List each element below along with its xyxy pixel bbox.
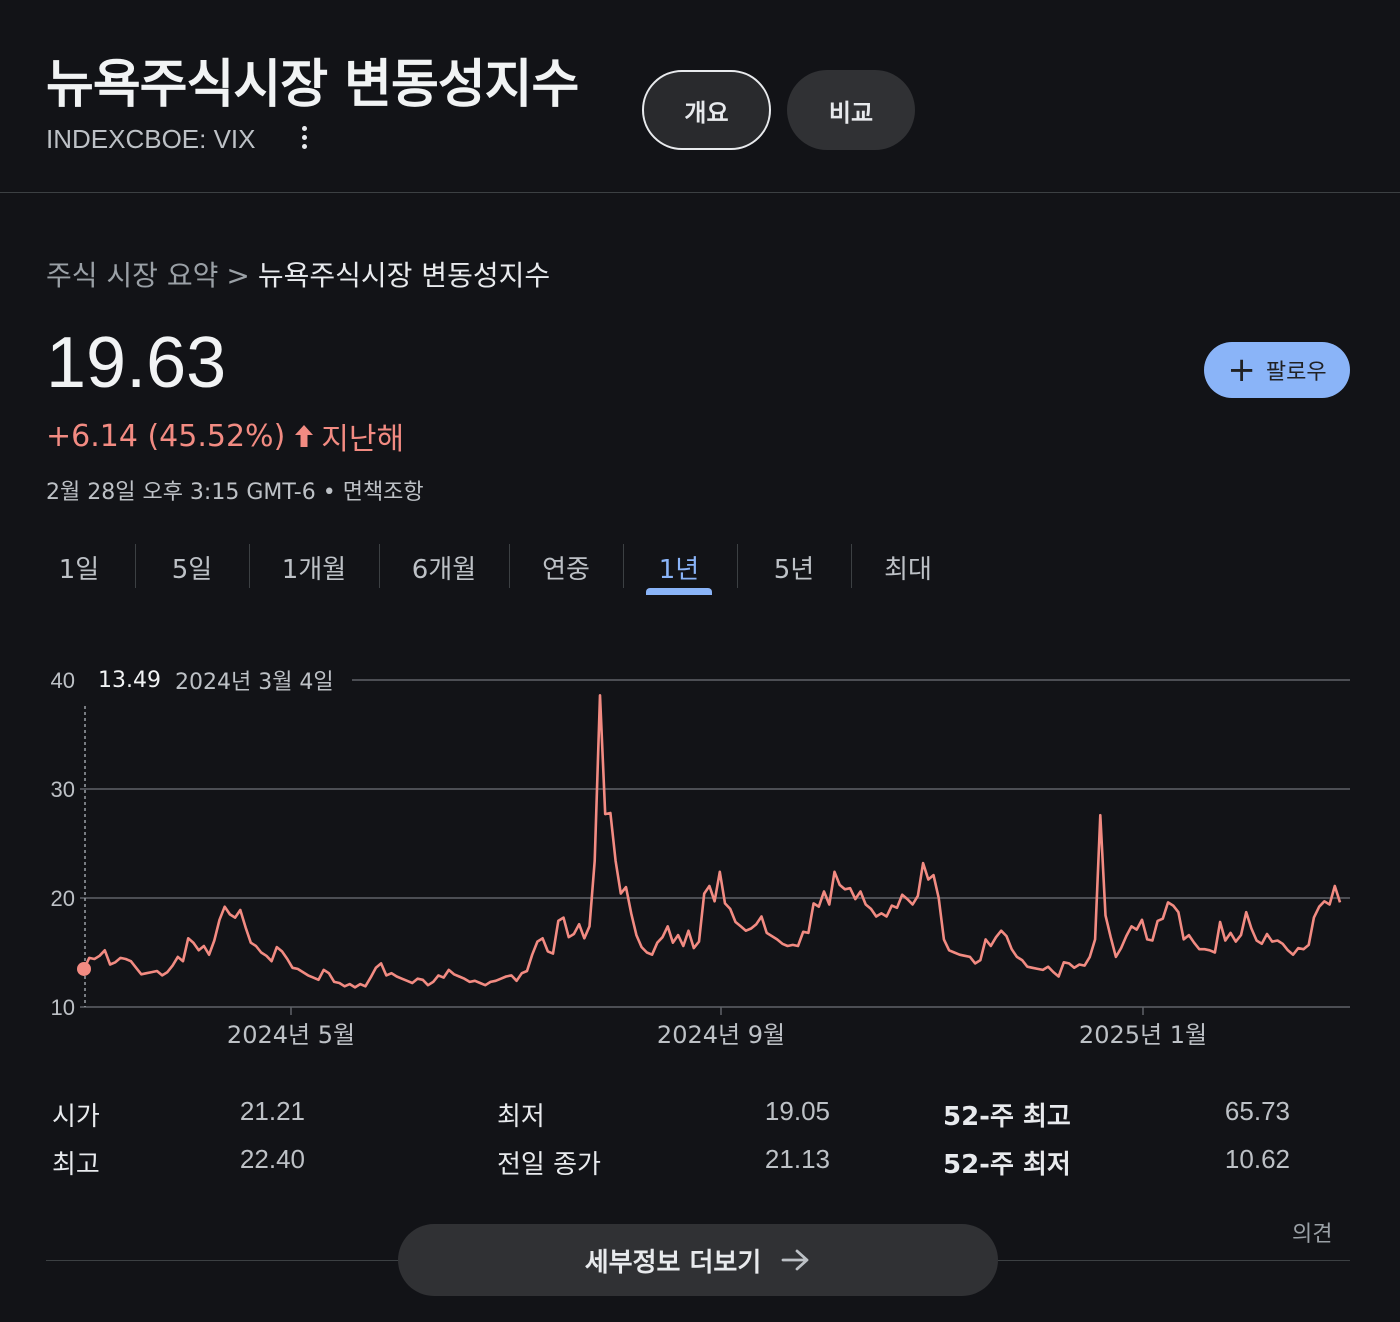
price-chart[interactable]: 10 20 30 40 2024년 5월 2024년 9월 2025년 1월 xyxy=(0,640,1400,1060)
chart-tooltip: 13.49 2024년 3월 4일 xyxy=(80,656,352,704)
y-tick-label: 10 xyxy=(51,995,75,1020)
tooltip-value: 13.49 xyxy=(98,667,161,693)
follow-label: 팔로우 xyxy=(1265,360,1327,385)
page-title: 뉴욕주식시장 변동성지수 xyxy=(46,55,579,115)
feedback-link[interactable]: 의견 xyxy=(1292,1222,1333,1247)
range-divider xyxy=(249,544,250,588)
x-tick-label: 2025년 1월 xyxy=(1079,1021,1207,1049)
arrow-up-icon xyxy=(295,425,314,447)
plus-icon: + xyxy=(1227,350,1256,390)
price-change: +6.14 (45.52%) 지난해 xyxy=(46,414,404,458)
tooltip-date: 2024년 3월 4일 xyxy=(174,670,334,695)
timestamp-dot: • xyxy=(322,480,336,505)
y-axis-labels: 10 20 30 40 xyxy=(51,668,75,1020)
stat-label-low: 최저 xyxy=(497,1102,545,1132)
highlight-point[interactable] xyxy=(77,961,91,976)
tab-compare[interactable]: 비교 xyxy=(787,70,915,150)
y-tick-label: 40 xyxy=(51,668,75,693)
range-tab-1d[interactable]: 1일 xyxy=(58,554,100,585)
breadcrumb: 주식 시장 요약 > 뉴욕주식시장 변동성지수 xyxy=(46,254,550,294)
x-tick-label: 2024년 5월 xyxy=(227,1021,355,1049)
stat-value-high: 22.40 xyxy=(239,1144,305,1174)
stat-label-52w-low: 52-주 최저 xyxy=(943,1150,1071,1180)
stat-label-52w-high: 52-주 최고 xyxy=(943,1102,1071,1132)
stat-value-52w-high: 65.73 xyxy=(1224,1096,1290,1126)
range-divider xyxy=(509,544,510,588)
timestamp-text: 2월 28일 오후 3:15 GMT-6 xyxy=(46,480,316,505)
stat-value-low: 19.05 xyxy=(764,1096,830,1126)
stat-label-high: 최고 xyxy=(52,1150,100,1180)
quote-timestamp: 2월 28일 오후 3:15 GMT-6 • 면책조항 xyxy=(46,474,424,506)
stat-value-prev-close: 21.13 xyxy=(764,1144,830,1174)
current-price: 19.63 xyxy=(46,323,227,403)
header-divider xyxy=(0,192,1400,193)
breadcrumb-market-summary-link[interactable]: 주식 시장 요약 xyxy=(46,259,219,292)
y-tick-label: 30 xyxy=(51,777,75,802)
breadcrumb-current: 뉴욕주식시장 변동성지수 xyxy=(257,259,551,292)
y-tick-label: 20 xyxy=(51,886,75,911)
more-details-label: 세부정보 더보기 xyxy=(584,1247,762,1278)
disclaimer-link[interactable]: 면책조항 xyxy=(342,480,424,505)
range-tab-1y[interactable]: 1년 xyxy=(658,554,700,585)
range-divider xyxy=(379,544,380,588)
series-line xyxy=(82,694,1342,989)
range-divider xyxy=(623,544,624,588)
x-tick-label: 2024년 9월 xyxy=(657,1021,785,1049)
range-divider xyxy=(737,544,738,588)
range-tab-6m[interactable]: 6개월 xyxy=(411,554,477,585)
range-tab-5y[interactable]: 5년 xyxy=(773,554,815,585)
more-details-button[interactable]: 세부정보 더보기 xyxy=(398,1224,998,1296)
chart-grid xyxy=(80,679,1350,1008)
price-change-period: 지난해 xyxy=(321,422,405,457)
range-divider xyxy=(135,544,136,588)
range-tab-1m[interactable]: 1개월 xyxy=(281,554,347,585)
active-range-indicator xyxy=(646,588,712,595)
more-options-icon[interactable] xyxy=(294,120,314,154)
range-tab-5d[interactable]: 5일 xyxy=(171,554,213,585)
breadcrumb-separator: > xyxy=(226,259,250,292)
stat-label-open: 시가 xyxy=(52,1102,100,1132)
arrow-right-icon xyxy=(781,1249,809,1271)
stat-value-52w-low: 10.62 xyxy=(1224,1144,1290,1174)
range-tab-max[interactable]: 최대 xyxy=(884,554,932,585)
price-change-value: +6.14 (45.52%) xyxy=(46,418,286,454)
ticker-symbol: INDEXCBOE: VIX xyxy=(46,124,256,154)
stat-label-prev-close: 전일 종가 xyxy=(497,1150,601,1180)
follow-button[interactable]: + 팔로우 xyxy=(1204,342,1350,398)
tab-overview[interactable]: 개요 xyxy=(642,70,771,150)
range-tab-ytd[interactable]: 연중 xyxy=(542,554,590,585)
x-axis-labels: 2024년 5월 2024년 9월 2025년 1월 xyxy=(227,1007,1207,1049)
range-divider xyxy=(851,544,852,588)
stat-value-open: 21.21 xyxy=(239,1096,305,1126)
